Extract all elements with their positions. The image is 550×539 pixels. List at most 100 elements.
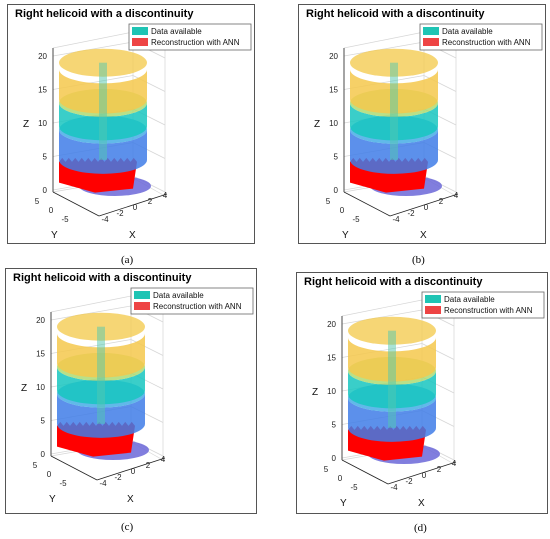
y-axis-line	[52, 191, 100, 217]
legend-swatch-available	[132, 27, 148, 35]
y-tick-label: 0	[338, 474, 343, 483]
grid-line	[52, 31, 134, 49]
surface-spine	[390, 62, 398, 160]
y-tick-label: 0	[47, 470, 52, 479]
z-tick-label: 5	[332, 421, 337, 430]
legend-box	[130, 287, 254, 315]
x-axis-label: X	[418, 498, 425, 509]
x-tick-label: -2	[114, 473, 122, 482]
panel-label: (c)	[121, 521, 134, 533]
y-axis-line	[50, 455, 98, 481]
legend-swatch-available	[134, 291, 150, 299]
grid-line	[343, 41, 425, 57]
surface-spine	[97, 326, 105, 424]
surface-disk-yellow	[59, 48, 147, 77]
y-axis-label: Y	[342, 230, 349, 241]
x-tick-label: 2	[437, 465, 442, 474]
x-tick-label: -2	[116, 209, 124, 218]
legend-label-ann: Reconstruction with ANN	[151, 38, 240, 47]
x-tick-label: -4	[101, 215, 109, 224]
x-tick-label: 4	[161, 455, 166, 464]
chart-title: Right helicoid with a discontinuity	[304, 276, 483, 288]
z-tick-label: 20	[38, 52, 47, 61]
legend-label-available: Data available	[153, 291, 204, 300]
grid-line	[50, 305, 132, 321]
x-tick-label: -4	[390, 483, 398, 492]
y-tick-label: 5	[324, 465, 329, 474]
panel-a: Right helicoid with a discontinuity 0 5 10…	[7, 4, 255, 270]
x-tick-label: 0	[131, 467, 136, 476]
x-axis-label: X	[420, 230, 427, 241]
panel-d: Right helicoid with a discontinuity 0 5 10…	[296, 272, 548, 536]
y-axis-line	[341, 459, 389, 485]
x-tick-label: -2	[407, 209, 415, 218]
y-axis-label: Y	[49, 494, 56, 505]
x-tick-label: 0	[422, 471, 427, 480]
y-tick-label: 5	[326, 197, 331, 206]
panel-label: (b)	[412, 254, 425, 266]
surface-spine	[388, 330, 396, 428]
z-tick-label: 10	[329, 119, 338, 128]
z-axis-label: Z	[312, 387, 318, 398]
legend-label-ann: Reconstruction with ANN	[444, 306, 533, 315]
z-tick-label: 0	[334, 186, 339, 195]
z-tick-label: 0	[332, 454, 337, 463]
z-tick-label: 15	[329, 86, 338, 95]
legend-box	[128, 23, 252, 51]
z-tick-label: 5	[43, 153, 48, 162]
legend-label-available: Data available	[151, 27, 202, 36]
x-tick-label: -2	[405, 477, 413, 486]
legend-swatch-available	[425, 295, 441, 303]
x-tick-label: 2	[148, 197, 153, 206]
x-axis-label: X	[129, 230, 136, 241]
x-axis-label: X	[127, 494, 134, 505]
x-tick-label: -4	[392, 215, 400, 224]
grid-line	[341, 299, 423, 317]
legend-swatch-ann	[134, 302, 150, 310]
z-axis-label: Z	[21, 383, 27, 394]
legend-label-ann: Reconstruction with ANN	[442, 38, 531, 47]
surface-disk-yellow	[350, 48, 438, 77]
z-tick-label: 10	[327, 387, 336, 396]
x-tick-label: 4	[163, 191, 168, 200]
chart-title: Right helicoid with a discontinuity	[306, 8, 485, 20]
x-tick-label: 2	[439, 197, 444, 206]
chart-title: Right helicoid with a discontinuity	[13, 272, 192, 284]
y-axis-line	[343, 191, 391, 217]
z-tick-label: 5	[334, 153, 339, 162]
y-tick-label: -5	[350, 483, 358, 492]
z-tick-label: 0	[43, 186, 48, 195]
grid-line	[341, 309, 423, 325]
x-tick-label: 0	[424, 203, 429, 212]
panel-label: (a)	[121, 254, 134, 266]
y-tick-label: -5	[59, 479, 67, 488]
y-tick-label: -5	[352, 215, 360, 224]
y-axis-label: Y	[51, 230, 58, 241]
grid-line	[52, 41, 134, 57]
grid-line	[50, 295, 132, 313]
legend-label-ann: Reconstruction with ANN	[153, 302, 242, 311]
z-axis-label: Z	[314, 119, 320, 130]
x-tick-label: 4	[454, 191, 459, 200]
z-tick-label: 20	[36, 316, 45, 325]
z-tick-label: 10	[36, 383, 45, 392]
y-tick-label: 5	[35, 197, 40, 206]
x-tick-label: 4	[452, 459, 457, 468]
x-tick-label: -4	[99, 479, 107, 488]
z-tick-label: 5	[41, 417, 46, 426]
y-tick-label: 0	[49, 206, 54, 215]
legend-box	[419, 23, 543, 51]
z-tick-label: 0	[41, 450, 46, 459]
surface-spine	[99, 62, 107, 160]
x-axis-line	[387, 461, 457, 485]
legend-swatch-ann	[425, 306, 441, 314]
y-tick-label: 0	[340, 206, 345, 215]
x-axis-line	[389, 193, 459, 217]
z-tick-label: 15	[38, 86, 47, 95]
z-tick-label: 20	[329, 52, 338, 61]
y-tick-label: 5	[33, 461, 38, 470]
